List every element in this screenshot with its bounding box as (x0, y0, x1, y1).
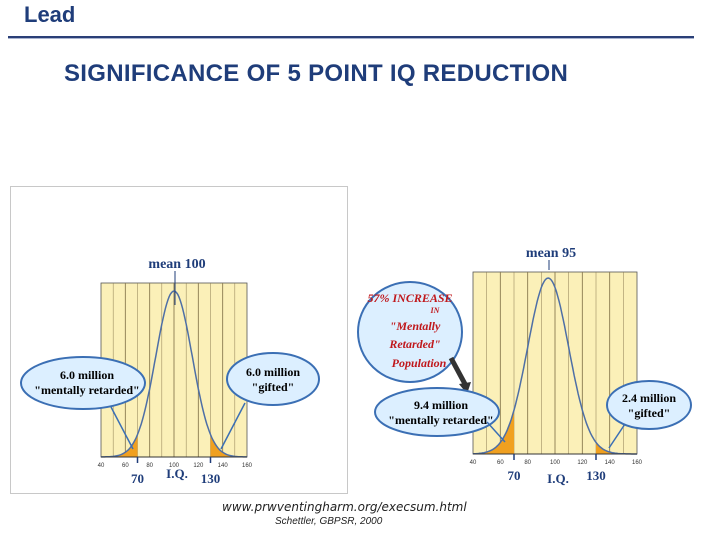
highlighted-tick-label: 130 (201, 471, 221, 486)
callout-left-caption: "mentally retarded" (388, 413, 493, 427)
chart-panel-right: 40 60 80 100 120 140 160 70 130 mean 95 57% INCR… (355, 186, 698, 494)
chart-right-svg: 40 60 80 100 120 140 160 70 130 mean 95 57% INCR… (357, 246, 692, 486)
mean-label: mean 95 (526, 246, 576, 261)
highlighted-tick-label: 70 (508, 468, 521, 483)
x-tick-label: 100 (550, 460, 561, 466)
callout-gifted (606, 380, 692, 430)
x-tick-label: 160 (242, 463, 253, 469)
source-credit: Schettler, GBPSR, 2000 (275, 516, 383, 527)
callout-pointer-left (110, 406, 134, 450)
x-tick-label: 80 (524, 460, 531, 466)
x-tick-label: 160 (632, 460, 643, 466)
x-tick-label: 60 (122, 463, 129, 469)
callout-left-count: 9.4 million (414, 398, 468, 412)
x-tick-label: 40 (470, 460, 477, 466)
increase-line-1: "Mentally (390, 319, 441, 333)
callout-right-caption: "gifted" (252, 380, 295, 394)
x-tick-label: 120 (577, 460, 588, 466)
callout-mentally-retarded (374, 387, 500, 437)
distribution-curve (101, 290, 247, 458)
callout-mentally-retarded (20, 356, 146, 410)
highlighted-tick-label: 70 (131, 471, 144, 486)
highlighted-tick-label: 130 (586, 468, 606, 483)
mean-label: mean 100 (148, 257, 205, 272)
x-tick-label: 100 (169, 463, 180, 469)
callout-pointer-right (608, 423, 626, 449)
callout-gifted (226, 352, 320, 406)
increase-arrow (448, 356, 468, 386)
callout-pointer-right (220, 402, 246, 450)
increase-headline: 57% INCREASE (367, 291, 452, 305)
callout-right-count: 6.0 million (246, 365, 300, 379)
callout-left-count: 6.0 million (60, 368, 114, 382)
x-axis-label: I.Q. (166, 466, 188, 481)
increase-in: IN (430, 306, 441, 315)
chart-left-svg: 40 60 80 100 120 140 160 70 130 mean 100 6.0 mil… (20, 257, 320, 486)
distribution-curve (472, 277, 637, 455)
x-tick-label: 40 (98, 463, 105, 469)
chart-panel-left: 40 60 80 100 120 140 160 70 130 mean 100 6.0 mil… (10, 186, 348, 494)
shaded-tail-left (473, 410, 514, 454)
header-title: Lead (24, 2, 76, 27)
callout-left-caption: "mentally retarded" (34, 383, 139, 397)
x-tick-label: 140 (218, 463, 229, 469)
callout-pointer-left (486, 421, 506, 443)
callout-57-increase (357, 281, 463, 383)
callout-right-caption: "gifted" (628, 406, 671, 420)
shaded-tail-left (101, 434, 138, 457)
x-tick-label: 120 (193, 463, 204, 469)
x-tick-label: 60 (497, 460, 504, 466)
x-tick-label: 80 (146, 463, 153, 469)
callout-right-count: 2.4 million (622, 391, 676, 405)
shaded-tail-right (210, 434, 247, 457)
increase-line-3: Population (392, 356, 447, 370)
slide-title: SIGNIFICANCE OF 5 POINT IQ REDUCTION (64, 60, 569, 87)
x-axis-label: I.Q. (547, 471, 569, 486)
increase-line-2: Retarded" (388, 337, 440, 351)
source-url: www.prwventingharm.org/execsum.html (222, 500, 467, 514)
header-divider (8, 36, 694, 39)
x-tick-label: 140 (605, 460, 616, 466)
